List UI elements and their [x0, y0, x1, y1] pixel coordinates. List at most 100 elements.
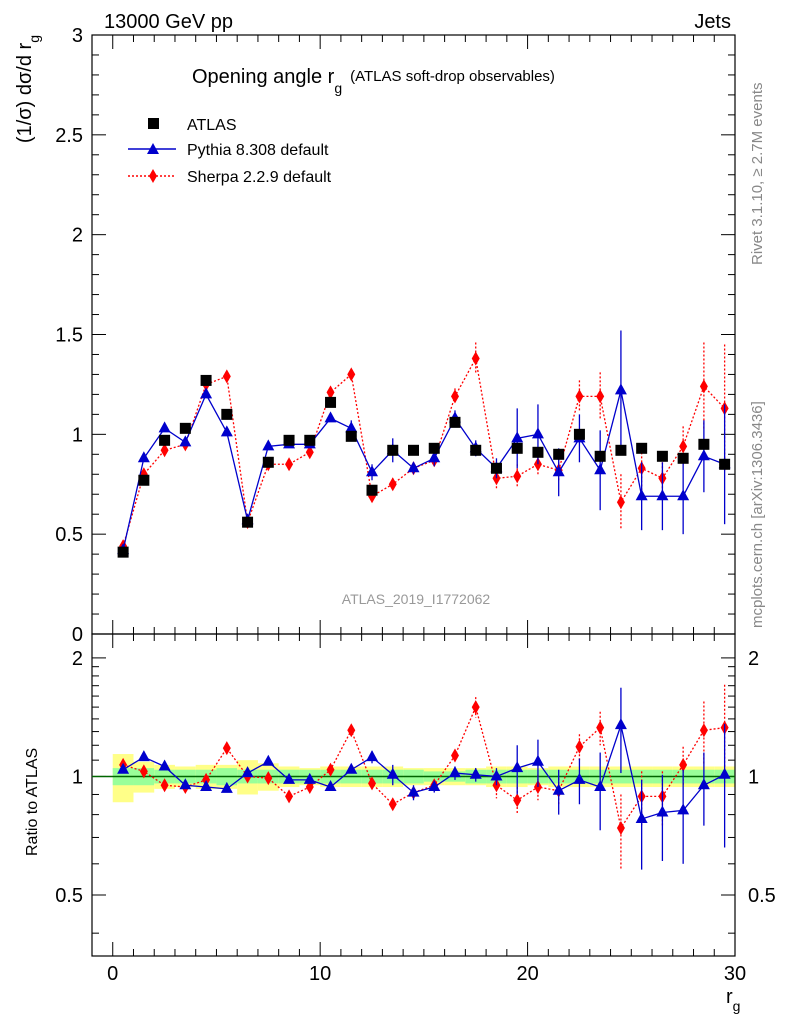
- y-tick-label: 2.5: [55, 125, 83, 147]
- y-tick-label: 1: [72, 424, 83, 446]
- atlas-point: [408, 444, 419, 456]
- atlas-point: [698, 438, 710, 450]
- ratio-sherpa-point: [139, 764, 148, 779]
- pythia-point: [324, 411, 337, 423]
- pythia-point: [366, 465, 379, 477]
- ratio-sherpa-line: [122, 705, 725, 830]
- atlas-point: [470, 444, 482, 456]
- ratio-y-tick-label: 0.5: [55, 885, 83, 907]
- atlas-point: [677, 452, 689, 464]
- ratio-pythia-point: [407, 785, 420, 797]
- ratio-pythia-point: [386, 767, 399, 779]
- ratio-sherpa-point: [699, 723, 708, 738]
- y-tick-label: 0.5: [55, 524, 83, 546]
- ratio-sherpa-point: [679, 757, 688, 772]
- pythia-point: [179, 435, 192, 447]
- ratio-pythia-point: [448, 766, 461, 778]
- ratio-pythia-point: [656, 805, 669, 817]
- ratio-pythia-point: [511, 761, 524, 773]
- sherpa-line: [122, 356, 726, 547]
- sherpa-point: [575, 389, 584, 404]
- x-tick-label: 0: [107, 963, 118, 985]
- legend-label-pythia: Pythia 8.308 default: [187, 142, 329, 159]
- ratio-pythia-point: [428, 780, 441, 792]
- ratio-pythia-point: [137, 750, 150, 762]
- atlas-point: [532, 446, 544, 458]
- x-tick-label: 20: [516, 963, 538, 985]
- atlas-point: [138, 474, 150, 486]
- category-label: Jets: [694, 11, 731, 33]
- ratio-pythia-point: [677, 803, 690, 815]
- atlas-point: [428, 442, 440, 454]
- ratio-sherpa-point: [264, 771, 273, 786]
- pythia-point: [531, 427, 544, 439]
- pythia-point: [677, 489, 690, 501]
- legend-marker-pythia: [147, 143, 159, 154]
- ratio-pythia-point: [303, 772, 316, 784]
- atlas-point: [179, 422, 191, 434]
- ratio-pythia-point: [366, 750, 379, 762]
- sherpa-point: [347, 367, 356, 382]
- atlas-point: [573, 428, 585, 440]
- legend-label-atlas: ATLAS: [187, 117, 237, 134]
- ratio-pythia-point: [283, 772, 296, 784]
- ratio-pythia-point: [241, 766, 254, 778]
- ratio-series: [117, 684, 731, 870]
- axis-ticks: [91, 34, 736, 956]
- pythia-point: [656, 489, 669, 501]
- sherpa-point: [699, 379, 708, 394]
- ratio-sherpa-point: [368, 776, 377, 791]
- x-tick-label: 10: [309, 963, 331, 985]
- legend: ATLAS Pythia 8.308 default Sherpa 2.2.9 …: [128, 117, 332, 186]
- ratio-pythia-point: [594, 780, 607, 792]
- atlas-point: [242, 516, 254, 528]
- atlas-point: [553, 448, 565, 460]
- atlas-point: [490, 462, 502, 474]
- sherpa-point: [160, 443, 169, 458]
- ratio-pythia-point: [614, 718, 627, 730]
- atlas-point: [656, 450, 668, 462]
- atlas-point: [387, 444, 399, 456]
- atlas-point: [221, 408, 233, 420]
- x-axis-label: rg: [726, 986, 740, 1014]
- pythia-line: [122, 390, 725, 551]
- atlas-point: [159, 434, 171, 446]
- pythia-point: [697, 449, 710, 461]
- ratio-pythia-point: [324, 780, 337, 792]
- ratio-pythia-point: [117, 762, 130, 774]
- pythia-point: [220, 425, 233, 437]
- pythia-point: [511, 431, 524, 443]
- sherpa-point: [222, 369, 231, 384]
- ratio-sherpa-point: [575, 739, 584, 754]
- atlas-point: [345, 430, 357, 442]
- ratio-pythia-point: [697, 778, 710, 790]
- atlas-point: [615, 444, 627, 456]
- pythia-point: [428, 451, 441, 463]
- ratio-y-axis-label: Ratio to ATLAS: [24, 748, 41, 856]
- atlas-point: [594, 450, 606, 462]
- ratio-pythia-point: [200, 780, 213, 792]
- mcplots-label: mcplots.cern.ch [arXiv:1306.3436]: [749, 401, 766, 628]
- sherpa-point: [305, 445, 314, 460]
- ratio-pythia-point: [220, 781, 233, 793]
- atlas-point: [262, 456, 274, 468]
- main-y-axis-label: (1/σ) dσ/d rg: [14, 35, 42, 143]
- sherpa-point: [616, 495, 625, 510]
- pythia-point: [614, 383, 627, 395]
- y-tick-label: 1.5: [55, 325, 83, 347]
- atlas-point: [200, 374, 212, 386]
- ratio-sherpa-point: [596, 720, 605, 735]
- ratio-sherpa-point: [202, 772, 211, 787]
- ratio-sherpa-point: [513, 793, 522, 808]
- axis-tick-labels: 0 10 20 30 0 0.5 1 1.5 2 2.5 3 0.5 0.5 1 1 2 2: [55, 25, 776, 985]
- atlas-point: [719, 458, 731, 470]
- ratio-y-tick-label-right: 1: [748, 766, 759, 788]
- ratio-sherpa-point: [326, 762, 335, 777]
- ratio-pythia-point: [635, 811, 648, 823]
- sherpa-point: [388, 477, 397, 492]
- ratio-pythia-point: [490, 769, 503, 781]
- ratio-pythia-point: [552, 783, 565, 795]
- sherpa-point: [450, 389, 459, 404]
- atlas-point: [304, 434, 316, 446]
